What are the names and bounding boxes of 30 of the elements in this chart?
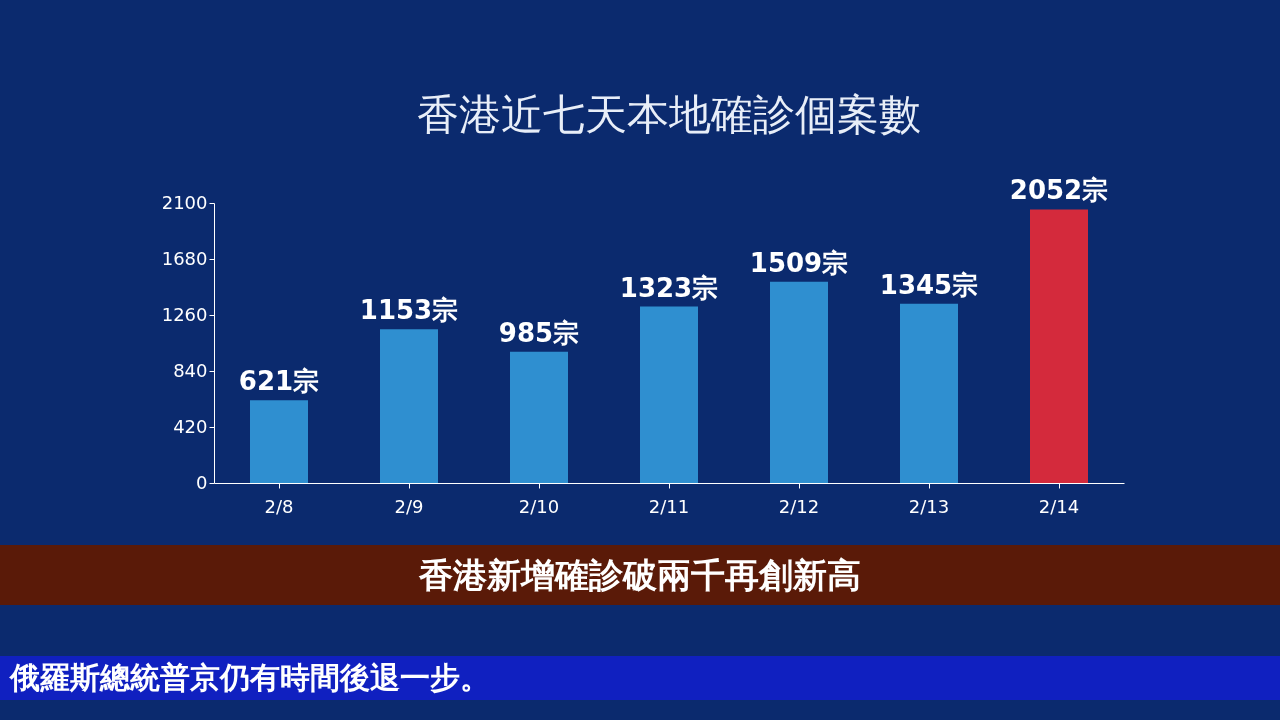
x-tick-label: 2/8	[264, 495, 294, 517]
x-tick-label: 2/11	[648, 495, 690, 517]
bar	[250, 400, 308, 483]
y-tick-label: 420	[173, 415, 208, 437]
chart-title: 香港近七天本地確診個案數	[417, 90, 921, 140]
data-label: 1323宗	[619, 272, 719, 303]
caption-banner: 香港新增確診破兩千再創新高	[0, 545, 1280, 605]
data-label: 985宗	[498, 317, 580, 348]
bar	[380, 329, 438, 483]
bar	[770, 281, 828, 483]
bar	[1030, 209, 1088, 483]
bar	[640, 306, 698, 483]
data-label: 1345宗	[879, 269, 979, 300]
x-tick-label: 2/13	[908, 495, 950, 517]
x-tick-label: 2/10	[518, 495, 560, 517]
data-label: 2052宗	[1009, 175, 1109, 206]
data-label: 1153宗	[359, 295, 459, 326]
y-tick-label: 0	[196, 471, 208, 493]
x-tick-label: 2/14	[1038, 495, 1080, 517]
y-tick-label: 1680	[161, 247, 208, 269]
y-tick-label: 840	[173, 359, 208, 381]
news-ticker: 俄羅斯總統普京仍有時間後退一步。	[0, 656, 1280, 700]
data-label: 1509宗	[749, 247, 849, 278]
y-tick-label: 1260	[161, 303, 208, 325]
bar	[900, 303, 958, 483]
bar	[510, 351, 568, 483]
y-tick-label: 2100	[161, 191, 208, 213]
x-tick-label: 2/9	[394, 495, 424, 517]
data-label: 621宗	[238, 366, 320, 397]
x-tick-label: 2/12	[778, 495, 820, 517]
